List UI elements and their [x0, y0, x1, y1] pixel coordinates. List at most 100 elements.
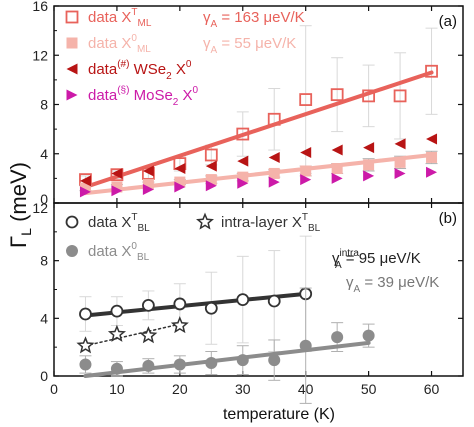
data-point — [426, 133, 438, 145]
legend-marker — [66, 37, 78, 49]
data-point — [205, 180, 217, 192]
legend-entry: data XTBL — [88, 212, 150, 234]
data-point — [268, 167, 280, 179]
data-point — [331, 144, 343, 156]
data-point — [331, 331, 344, 344]
data-point — [111, 181, 123, 193]
error-bar — [362, 64, 375, 128]
data-point — [170, 316, 189, 334]
fit-line — [83, 152, 434, 196]
data-point — [142, 359, 155, 372]
error-bar — [331, 57, 344, 133]
data-point — [268, 176, 280, 188]
data-point — [426, 151, 438, 163]
data-point — [425, 64, 438, 78]
data-point — [204, 148, 218, 162]
data-point — [330, 88, 344, 102]
data-point — [268, 151, 280, 163]
data-point — [173, 297, 187, 311]
data-point — [300, 165, 312, 177]
data-point — [79, 186, 91, 198]
series-open-star — [76, 316, 189, 354]
data-point — [174, 181, 186, 193]
data-point — [79, 358, 92, 371]
data-point — [142, 183, 154, 195]
data-point — [205, 174, 217, 186]
y-axis-title: ΓL (meV) — [6, 162, 34, 248]
data-point — [267, 112, 281, 126]
annotation-gamma: γA = 163 μeV/K — [203, 9, 305, 30]
data-point — [299, 93, 313, 106]
y-tick-label: 0 — [40, 191, 48, 207]
fit-line — [84, 323, 181, 347]
data-point — [299, 339, 312, 352]
data-point — [141, 298, 155, 312]
data-point — [174, 176, 186, 188]
error-bar — [268, 87, 281, 151]
data-point — [331, 172, 343, 184]
data-point — [79, 175, 91, 187]
y-tick-label: 16 — [32, 0, 48, 14]
data-point — [142, 165, 154, 177]
data-point — [363, 159, 375, 171]
data-point — [142, 179, 154, 191]
error-bar — [394, 52, 407, 140]
data-point — [394, 167, 406, 179]
x-tick-label: 50 — [361, 381, 377, 397]
data-point — [363, 142, 375, 154]
y-tick-label: 0 — [40, 368, 48, 384]
legend-marker — [66, 245, 78, 257]
annotation-gamma-intra: γintra A = 95 μeV/K — [332, 248, 421, 271]
data-point — [236, 293, 250, 306]
data-point — [394, 156, 406, 168]
data-point — [111, 185, 123, 197]
legend-marker — [196, 212, 214, 230]
legend-entry: data XTML — [88, 7, 152, 29]
annotation-gamma: γA = 39 μeV/K — [346, 274, 439, 295]
x-tick-label: 60 — [424, 381, 440, 397]
legend-entry: data(§) MoSe2 X0 — [88, 85, 199, 108]
data-point — [363, 170, 375, 182]
data-point — [236, 127, 250, 141]
data-point — [393, 89, 407, 103]
data-point — [139, 326, 158, 344]
x-tick-label: 10 — [109, 381, 125, 397]
y-tick-label: 8 — [40, 253, 48, 269]
legend-entry: intra-layer XTBL — [221, 212, 321, 234]
series-left-triangle — [79, 133, 438, 187]
x-tick-label: 20 — [172, 381, 188, 397]
data-point — [107, 324, 127, 342]
legend-marker — [65, 10, 79, 24]
data-point — [204, 301, 218, 315]
data-point — [205, 357, 218, 370]
data-point — [79, 182, 91, 194]
panel-label: (a) — [439, 13, 457, 30]
y-tick-label: 4 — [40, 146, 48, 162]
data-point — [110, 304, 124, 318]
legend-entry: data X0BL — [88, 241, 150, 263]
y-tick-label: 12 — [32, 200, 48, 216]
y-tick-label: 8 — [40, 97, 48, 113]
data-point — [76, 336, 95, 354]
data-point — [268, 354, 281, 367]
data-point — [237, 155, 249, 167]
x-tick-label: 30 — [235, 381, 251, 397]
data-point — [362, 89, 376, 103]
panel-label: (b) — [439, 210, 457, 227]
panel-a: 0 4 8 12 16 (a) data XTML data X0ML data(#) WSe2… — [32, 0, 464, 207]
legend-marker — [65, 215, 79, 229]
data-point — [237, 171, 249, 183]
data-point — [173, 358, 186, 371]
data-point — [394, 138, 406, 150]
legend-entry: data(#) WSe2 X0 — [88, 59, 192, 82]
data-point — [236, 354, 249, 367]
data-point — [300, 174, 312, 186]
data-point — [174, 163, 186, 175]
series-filled-circle — [79, 287, 375, 404]
data-point — [362, 329, 375, 342]
data-point — [110, 362, 123, 375]
data-point — [111, 167, 123, 179]
fit-line — [83, 340, 371, 378]
